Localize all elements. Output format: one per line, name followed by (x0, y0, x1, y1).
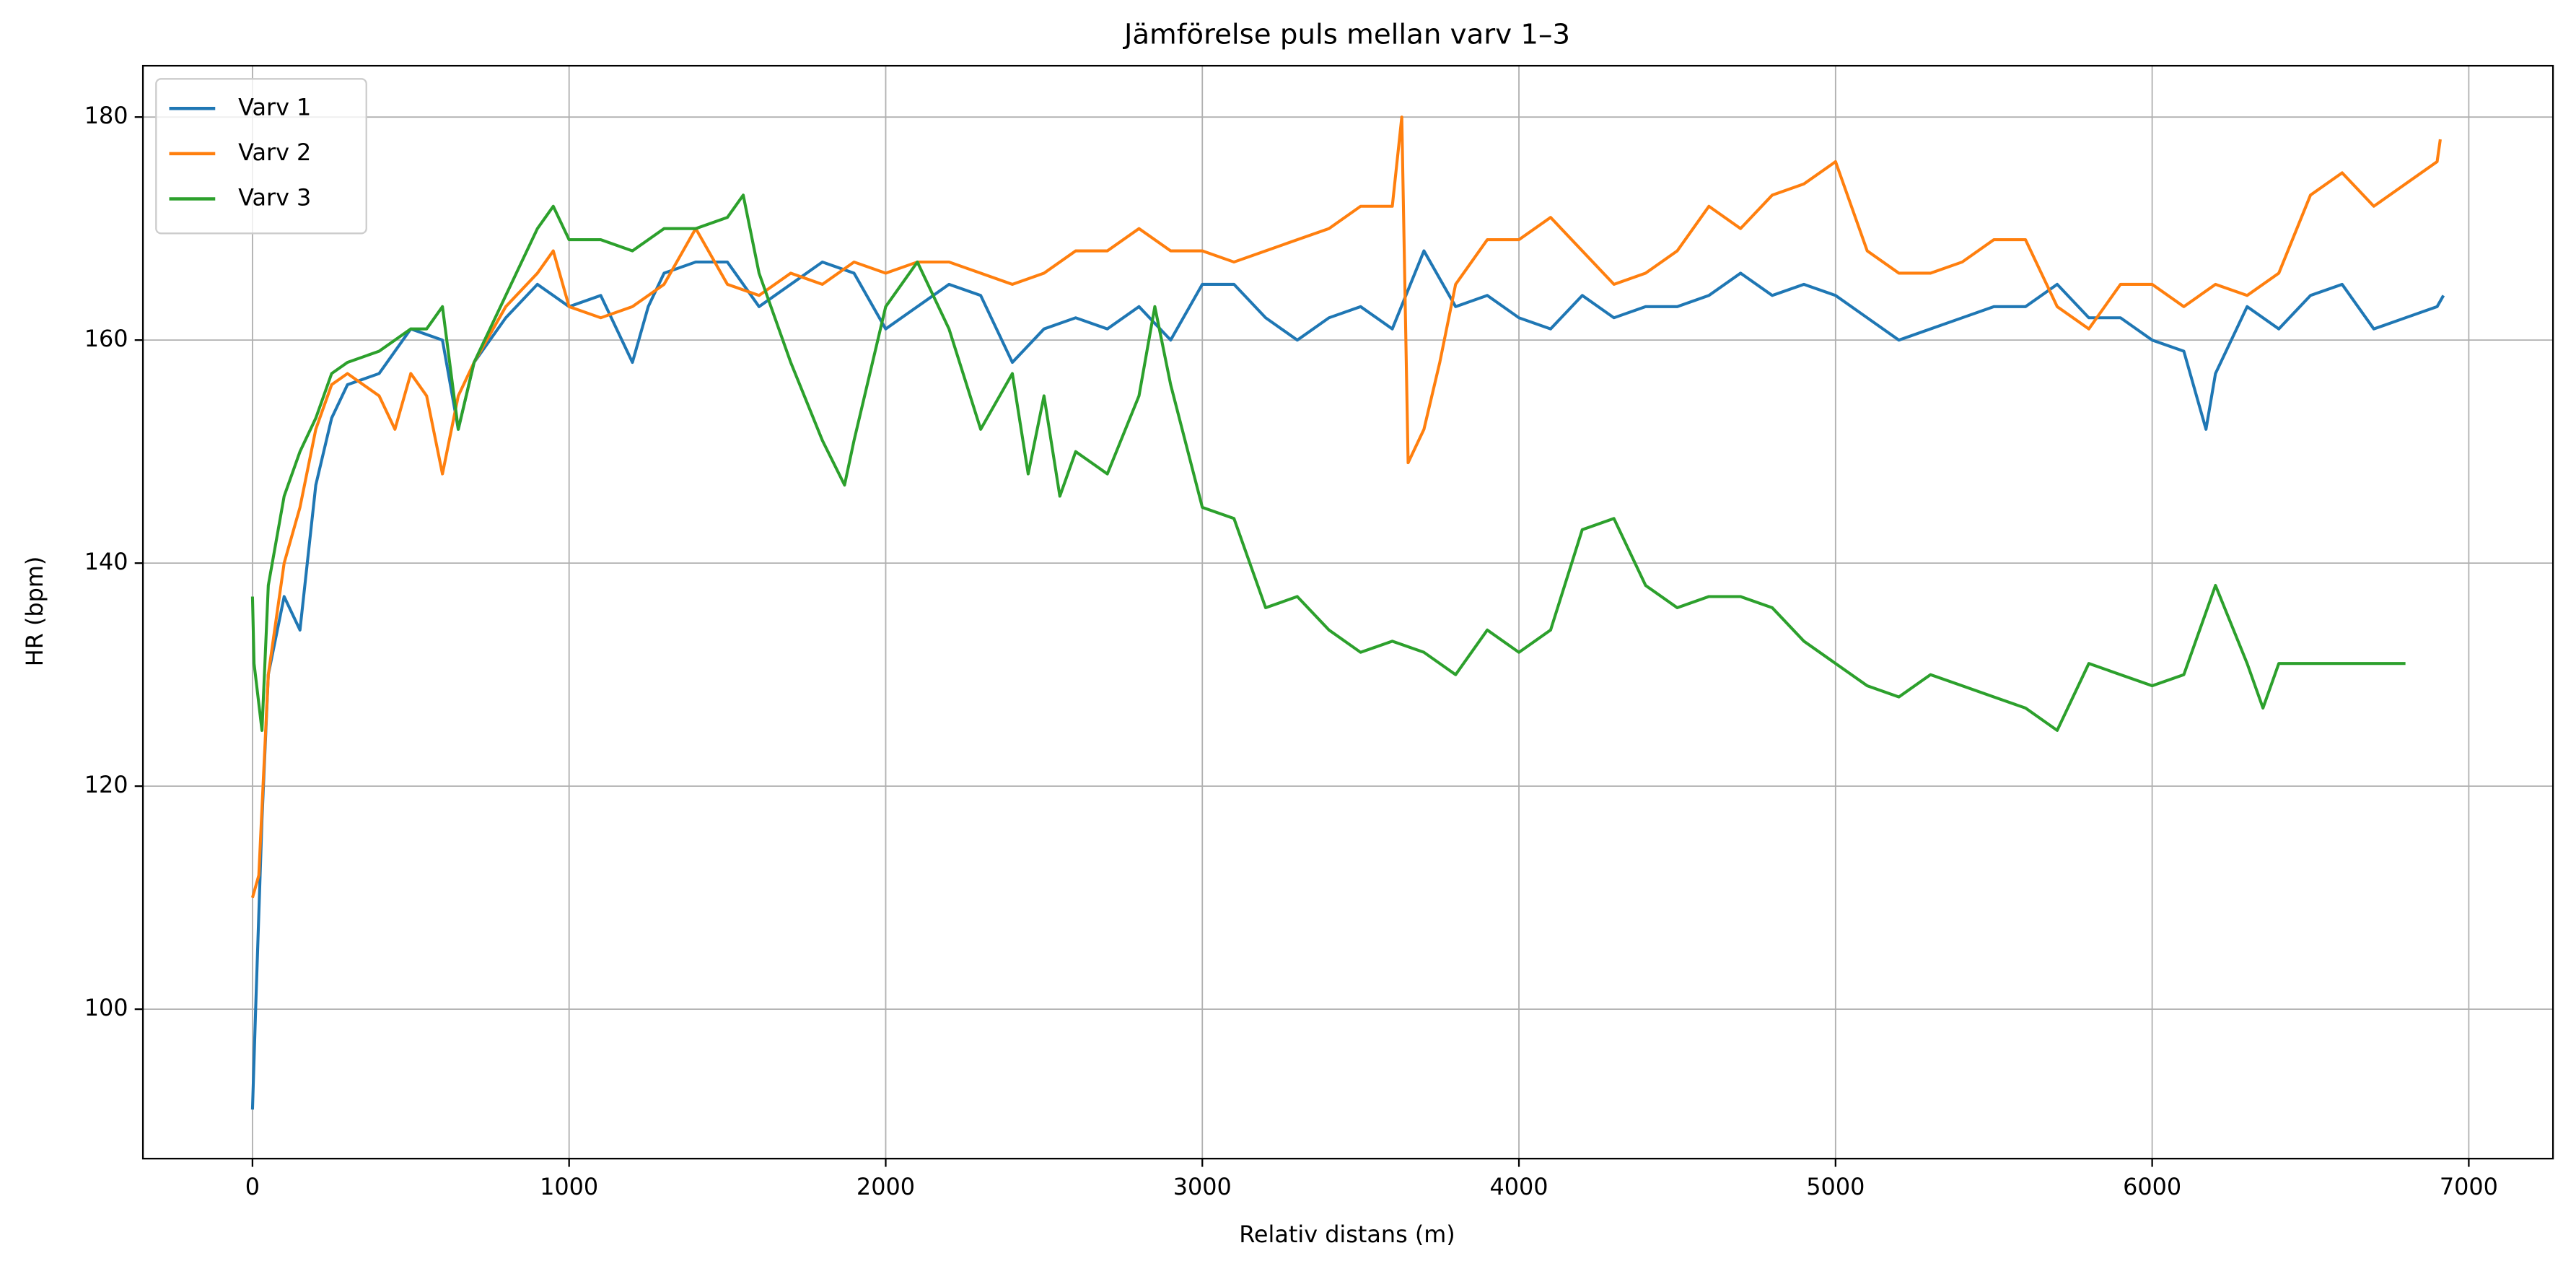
legend-box (155, 78, 367, 235)
x-tick-label: 6000 (2123, 1173, 2181, 1200)
y-tick-label: 160 (84, 325, 128, 352)
series-line (250, 193, 2406, 732)
x-tick-label: 0 (245, 1173, 260, 1200)
y-tick-label: 140 (84, 548, 128, 575)
y-tick-label: 120 (84, 771, 128, 798)
chart-title: Jämförelse puls mellan varv 1–3 (1123, 19, 1570, 51)
plot-frame (141, 64, 2554, 1160)
x-axis-label: Relativ distans (m) (1239, 1221, 1455, 1248)
x-tick-label: 2000 (857, 1173, 915, 1200)
legend-label: Varv 2 (238, 139, 311, 166)
series-line (250, 115, 2442, 899)
x-tick-label: 7000 (2440, 1173, 2498, 1200)
y-tick-label: 100 (84, 994, 128, 1021)
y-axis-label: HR (bpm) (21, 557, 48, 667)
x-tick-label: 5000 (1806, 1173, 1865, 1200)
legend-label: Varv 3 (238, 184, 311, 211)
legend-label: Varv 1 (238, 93, 311, 121)
legend: Varv 1 Varv 2 Varv 3 (155, 78, 367, 235)
x-tick-label: 1000 (540, 1173, 598, 1200)
x-tick-label: 3000 (1173, 1173, 1232, 1200)
y-tick-label: 180 (84, 102, 128, 129)
x-tick-label: 4000 (1490, 1173, 1548, 1200)
